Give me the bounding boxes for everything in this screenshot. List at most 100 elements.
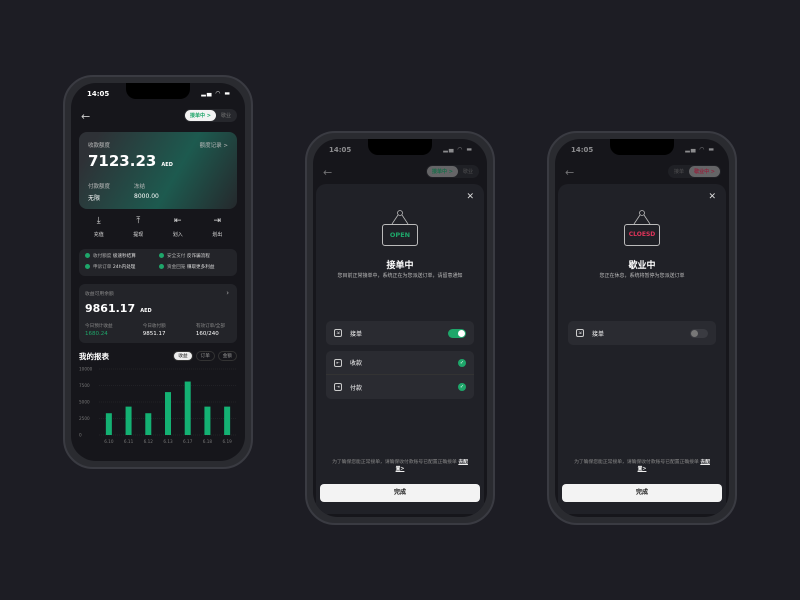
x-tick-label: 6.10 <box>104 439 114 444</box>
feature-key: 收付额度 <box>93 254 112 259</box>
pay-quota-label: 付款额度 <box>88 184 111 190</box>
bar[interactable] <box>184 381 191 435</box>
bar[interactable] <box>125 406 132 435</box>
check-icon <box>85 253 90 258</box>
modal-desc: 您正在休息，系统将暂停为您派送订单 <box>599 273 685 279</box>
bar[interactable] <box>224 406 231 435</box>
quota-amount: 7123.23 <box>88 152 157 170</box>
quota-record-link[interactable]: 额度记录 > <box>199 143 228 149</box>
feature-item: 收付额度 极速秒结算 <box>85 253 157 262</box>
y-tick-label: 2500 <box>79 416 90 421</box>
open-modal: ✕ OPEN 接单中 您目前正常接单中，系统正在为您派送订单，请留意通知 ⇲ 接单… <box>316 184 484 514</box>
frozen-value: 8000.00 <box>134 193 159 200</box>
status-toggle[interactable]: 接单中 > 歇业 <box>184 109 237 122</box>
sign-hook-icon <box>633 210 651 224</box>
order-icon: ⇲ <box>576 329 584 337</box>
currency: AED <box>140 308 152 314</box>
x-tick-label: 6.13 <box>163 439 173 444</box>
y-tick-label: 5000 <box>79 400 90 405</box>
option-label: 付款 <box>350 384 363 392</box>
accept-orders-toggle[interactable] <box>690 328 708 338</box>
deposit-label: 充值 <box>93 232 104 238</box>
closed-pill[interactable]: 歇业 <box>462 169 473 175</box>
feature-value: 极速秒结算 <box>112 254 136 259</box>
open-pill[interactable]: 接单 <box>674 169 685 175</box>
check-icon[interactable]: ✓ <box>458 383 466 391</box>
withdraw-icon: ⤒ <box>136 216 141 226</box>
status-toggle[interactable]: 接单中 > 歇业 <box>426 165 479 178</box>
closed-modal: ✕ CLOESD 歇业中 您正在休息，系统将暂停为您派送订单 ⇲ 接单 为了确保您… <box>558 184 726 514</box>
notch <box>126 83 190 99</box>
closed-pill[interactable]: 歇业 <box>220 113 231 119</box>
transfer-out-button[interactable]: ⇥ 划出 <box>212 216 222 238</box>
close-icon[interactable]: ✕ <box>466 192 474 202</box>
pay-icon: ⇥ <box>334 383 342 391</box>
withdraw-button[interactable]: ⤒ 提现 <box>133 216 143 238</box>
status-icons: ▂▄ ◠ ▬ <box>443 146 473 153</box>
x-tick-label: 6.12 <box>144 439 154 444</box>
quota-label: 收款额度 <box>88 143 111 149</box>
check-icon <box>159 263 164 269</box>
phone-closed: 14:05 ▂▄ ◠ ▬ ← 接单 歇业中 > ✕ CLOESD 歇业中 您正在休息… <box>547 131 737 525</box>
balance-card[interactable]: 收益可用余额 › 9861.17 AED 今日预计收益 1680.24 今日收付额… <box>79 284 237 343</box>
tab-orders[interactable]: 订单 <box>195 351 215 361</box>
open-pill[interactable]: 接单中 > <box>185 110 216 121</box>
accept-orders-row: ⇲ 接单 <box>568 321 716 345</box>
back-arrow-icon[interactable]: ← <box>565 166 575 179</box>
tab-earnings[interactable]: 收益 <box>173 351 193 361</box>
bar[interactable] <box>165 392 171 435</box>
withdraw-label: 提现 <box>133 232 144 238</box>
sign-hook-icon <box>391 210 409 224</box>
closed-pill[interactable]: 歇业中 > <box>689 166 720 177</box>
balance-amount: 9861.17 <box>85 302 136 315</box>
stat-label: 今日收付额 <box>142 324 166 329</box>
check-icon <box>159 253 164 258</box>
transfer-in-button[interactable]: ⇤ 划入 <box>173 216 183 238</box>
stat-value: 9851.17 <box>142 331 166 337</box>
phone-open: 14:05 ▂▄ ◠ ▬ ← 接单中 > 歇业 ✕ OPEN 接单中 您目前正常接单… <box>305 131 495 525</box>
x-tick-label: 6.19 <box>222 439 232 444</box>
bar[interactable] <box>105 413 112 435</box>
done-button[interactable]: 完成 <box>562 484 722 502</box>
modal-desc: 您目前正常接单中，系统正在为您派送订单，请留意通知 <box>337 273 463 279</box>
feature-value: 赚取更多利益 <box>186 264 215 270</box>
feature-value: 24h内处理 <box>112 264 136 270</box>
report-section: 我的报表 收益 订单 金额 10000 7500 5000 2500 0 6.10 6.11… <box>79 351 237 444</box>
modal-title: 接单中 <box>386 261 414 271</box>
status-time: 14:05 <box>571 146 594 154</box>
accept-orders-toggle[interactable] <box>448 328 466 338</box>
feature-item: 资金回笼 赚取更多利益 <box>159 263 231 273</box>
chevron-right-icon: › <box>226 289 229 297</box>
report-title: 我的报表 <box>79 352 109 361</box>
option-label: 接单 <box>592 330 605 338</box>
close-icon[interactable]: ✕ <box>708 192 716 202</box>
y-tick-label: 7500 <box>79 383 90 388</box>
deposit-button[interactable]: ⤓ 充值 <box>94 216 104 238</box>
stat-label: 有效订单/全部 <box>195 324 225 329</box>
configure-link[interactable]: 去配置> <box>637 459 710 473</box>
option-label: 收款 <box>350 360 363 367</box>
feature-item: 申诉订单 24h内处理 <box>85 263 157 273</box>
status-icons: ▂▄ ◠ ▬ <box>685 146 715 153</box>
status-toggle[interactable]: 接单 歇业中 > <box>668 165 721 178</box>
tab-amount[interactable]: 金额 <box>217 351 237 361</box>
stat-value: 160/240 <box>195 331 219 337</box>
bar[interactable] <box>204 406 211 435</box>
bar[interactable] <box>145 413 152 435</box>
check-icon[interactable]: ✓ <box>458 358 466 367</box>
done-button[interactable]: 完成 <box>320 484 480 502</box>
transfer-out-icon: ⇥ <box>213 216 222 226</box>
back-arrow-icon[interactable]: ← <box>323 166 333 179</box>
note-text: 为了确保您能正常接单，请确保收付款账号已配置正确接单 <box>332 459 457 465</box>
stat-label: 今日预计收益 <box>85 324 113 329</box>
y-tick-label: 10000 <box>79 367 93 372</box>
currency: AED <box>161 162 173 168</box>
config-note: 为了确保您能正常接单，请确保收付款账号已配置正确接单 去配置> <box>558 459 726 474</box>
y-tick-label: 0 <box>79 433 82 438</box>
configure-link[interactable]: 去配置> <box>395 459 468 473</box>
feature-key: 申诉订单 <box>93 264 112 270</box>
back-arrow-icon[interactable]: ← <box>81 110 91 123</box>
option-label: 接单 <box>350 330 363 338</box>
frozen-label: 冻结 <box>134 184 146 190</box>
open-pill[interactable]: 接单中 > <box>427 166 458 177</box>
